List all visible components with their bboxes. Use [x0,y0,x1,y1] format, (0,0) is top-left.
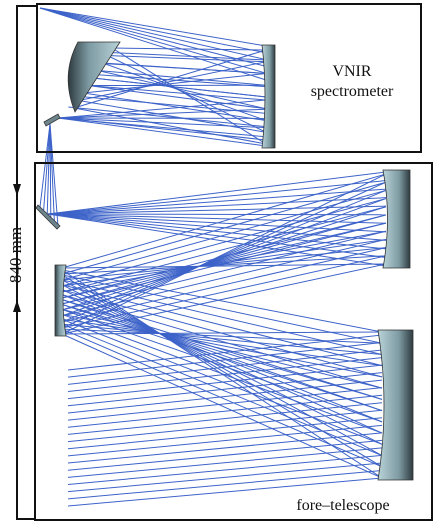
ray [62,248,386,280]
ray [68,463,382,492]
ray [58,118,266,146]
page: {"labels": {"spectrometer": ["VNIR", "sp… [0,0,438,525]
ray [48,181,386,214]
ray [68,343,382,378]
ray [98,71,266,86]
dimension-label: 840 mm [6,227,25,283]
ray [40,8,266,53]
ray [62,199,386,286]
telescope-label: fore–telescope [296,497,389,514]
spectrometer-label: VNIR [332,63,371,80]
optical-layout: 840 mm VNIR spectrometer fore–telescope [0,0,438,525]
ray [48,214,386,240]
ray [68,455,382,484]
ray [62,231,386,310]
slit-mirror [44,114,60,126]
ray [68,470,382,498]
ray [62,309,382,388]
tertiary-mirror [383,170,410,268]
primary-mirror [378,330,413,480]
spectrometer-label: spectrometer [311,83,394,100]
ray [62,275,382,467]
ray [68,365,382,399]
ray [68,373,382,406]
ray [62,304,382,410]
ray [48,214,386,215]
ray [68,380,382,413]
ray [58,118,266,128]
ray [94,63,266,73]
ray [62,231,386,292]
ray [68,448,382,477]
ray [48,198,386,214]
ray [62,285,382,366]
ray [68,350,382,384]
ray [68,440,382,470]
